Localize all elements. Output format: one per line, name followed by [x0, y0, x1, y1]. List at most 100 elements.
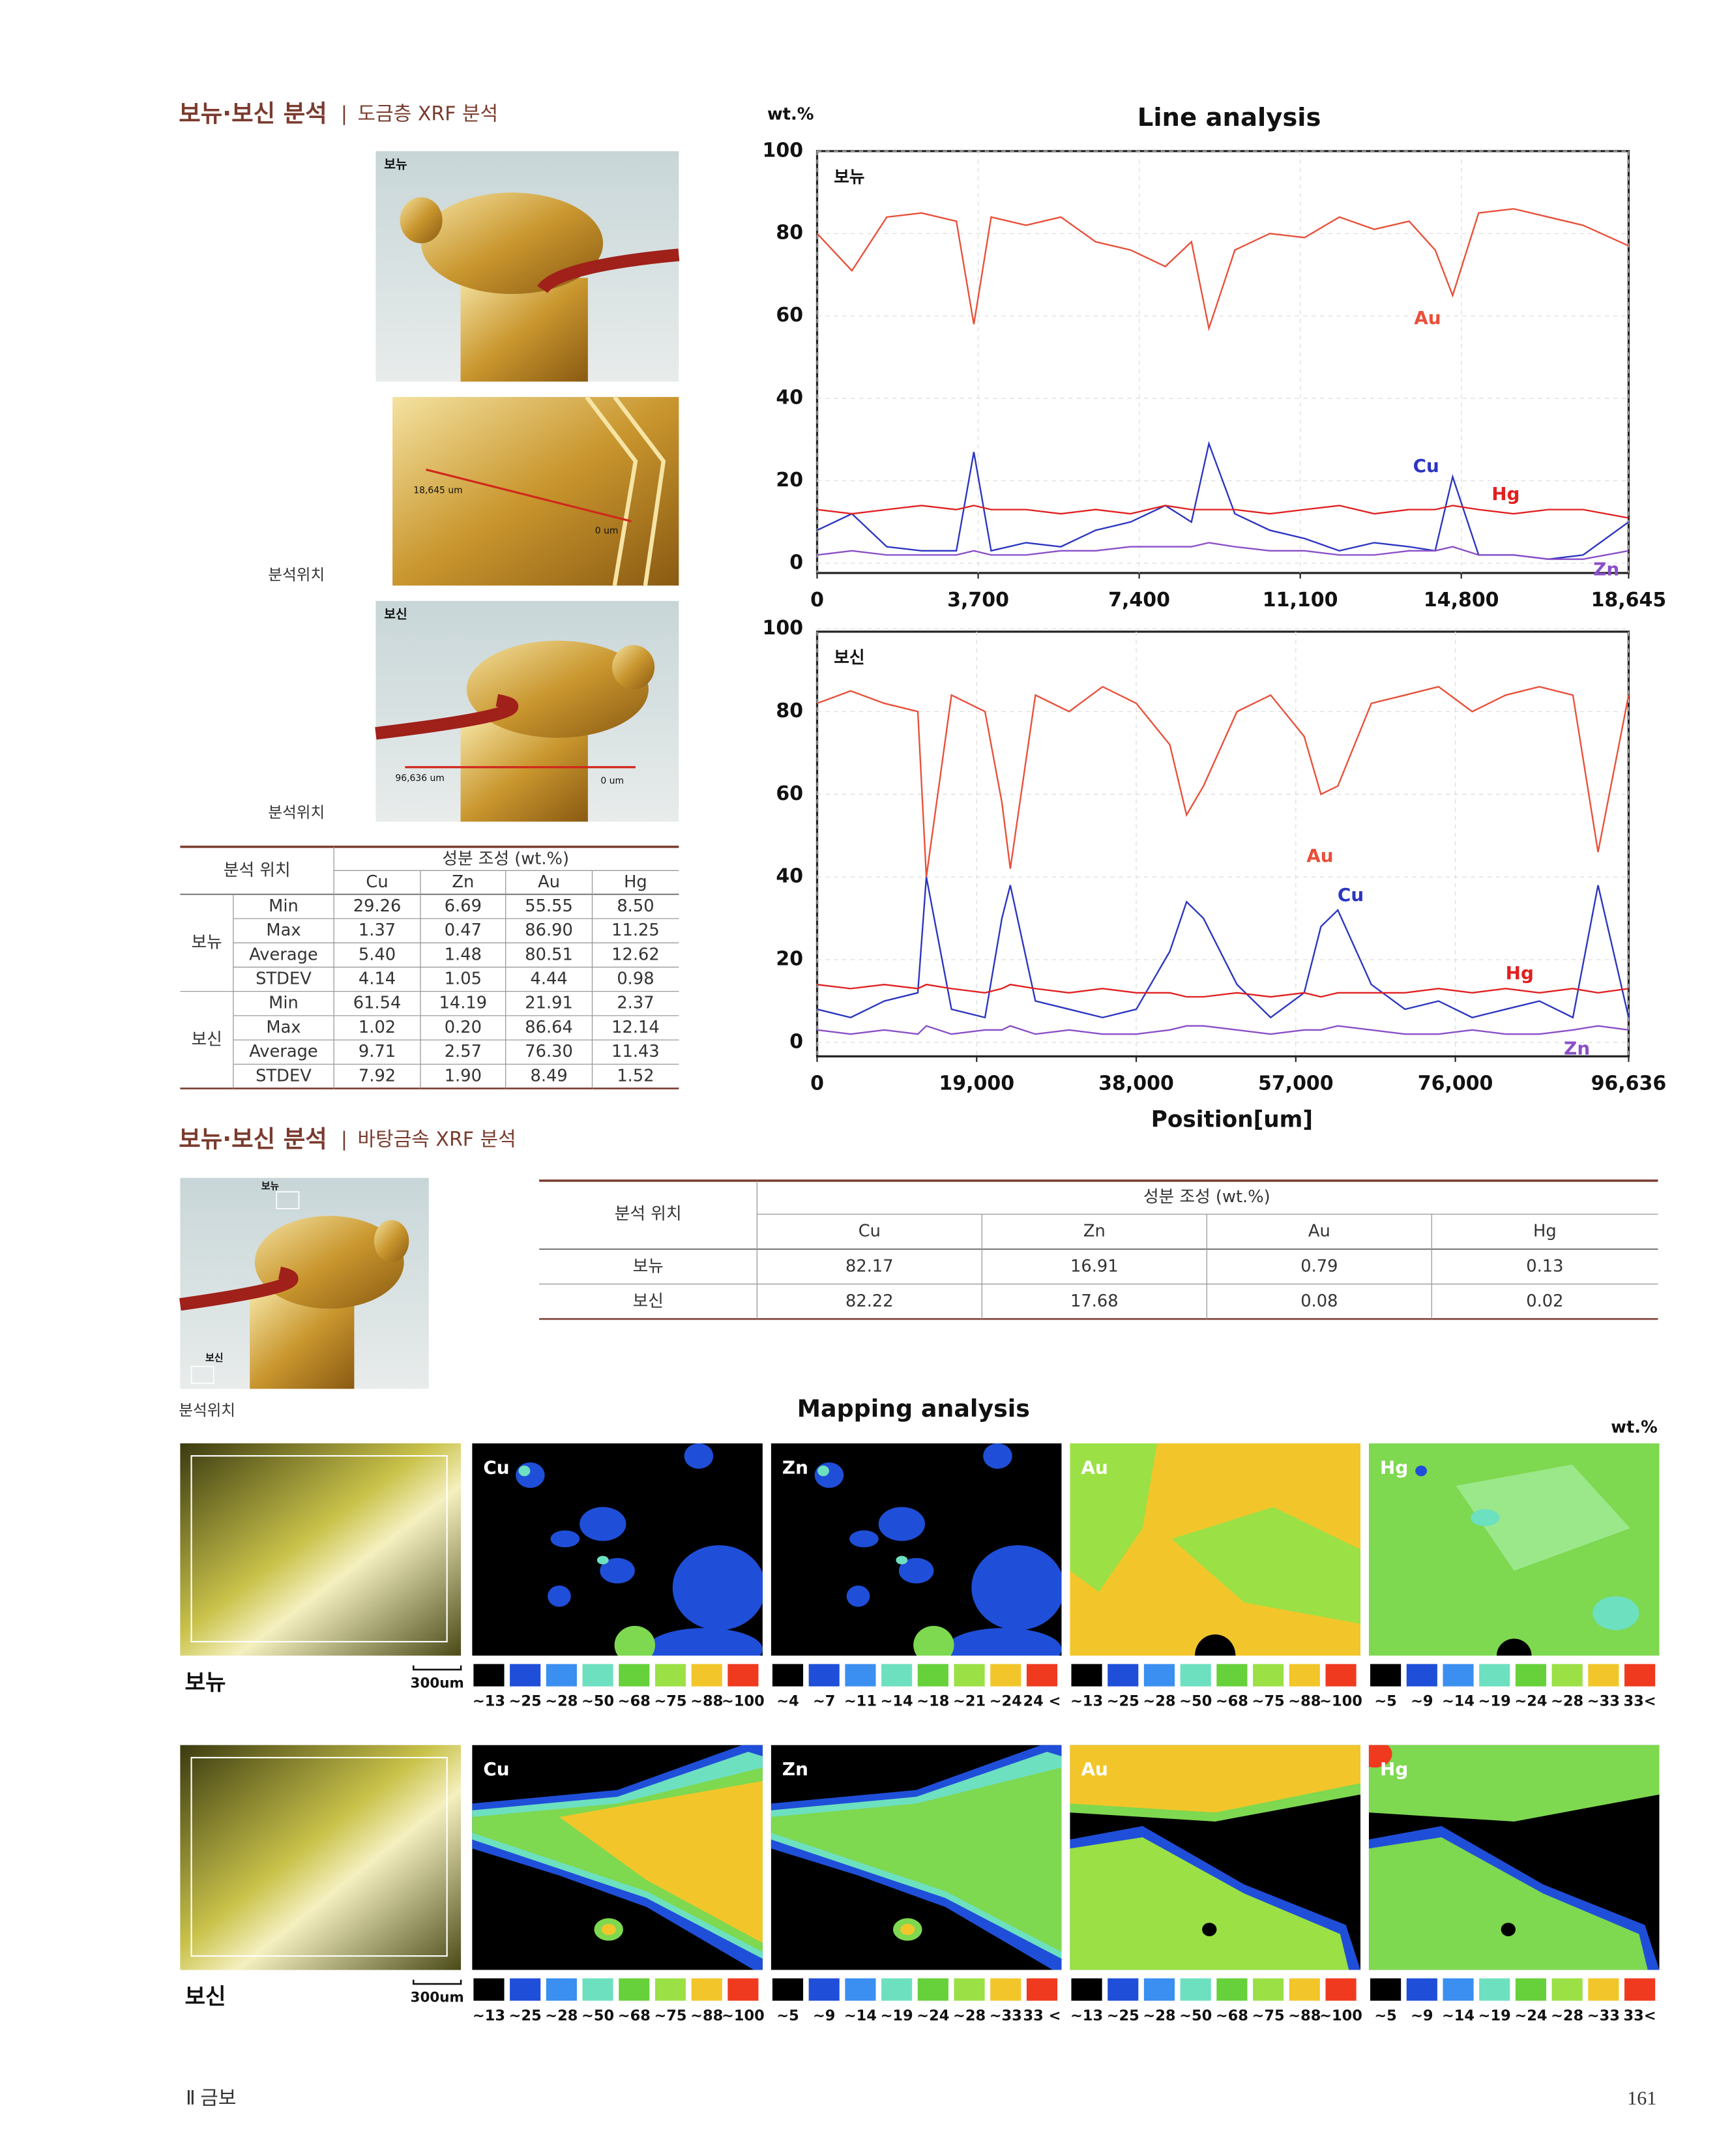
legend-swatch	[990, 1978, 1021, 2001]
table-row-label: 보뉴	[633, 1256, 664, 1276]
table-stat: Average	[249, 1042, 318, 1061]
legend-swatch	[1216, 1978, 1248, 2001]
legend-swatch	[881, 1664, 913, 1687]
photo-cord	[375, 694, 518, 740]
section-title: 보뉴·보신 분석	[179, 1125, 327, 1153]
series-label: Au	[1306, 845, 1333, 866]
legend-swatch	[808, 1978, 840, 2001]
map-blob	[878, 1507, 926, 1541]
data-line	[817, 685, 1630, 878]
legend-swatch	[1289, 1664, 1320, 1687]
map-element-label: Cu	[483, 1456, 509, 1478]
x-tick-label: 18,645	[1591, 589, 1667, 612]
legend-swatch	[619, 1978, 650, 2001]
map-blob	[1501, 1923, 1516, 1936]
legend-swatch	[1551, 1664, 1583, 1687]
map-blob	[971, 1545, 1062, 1631]
table-cell: 4.14	[359, 969, 396, 989]
legend-label: ~68	[618, 1693, 651, 1710]
y-tick-label: 80	[776, 222, 803, 244]
map-element-label: Au	[1081, 1758, 1108, 1780]
table-header: 성분 조성 (wt.%)	[1143, 1187, 1270, 1207]
legend-swatch	[917, 1664, 948, 1687]
legend-label: ~88	[690, 2007, 723, 2024]
legend-swatch	[1443, 1664, 1474, 1687]
table-cell: 76.30	[525, 1042, 573, 1061]
legend-label: ~14	[1442, 1693, 1475, 1710]
legend-swatch	[845, 1664, 876, 1687]
mapping-row-label: 보신	[184, 1984, 226, 2010]
map-image	[1368, 1745, 1660, 1970]
table-stat: STDEV	[256, 969, 312, 989]
table-column: Hg	[624, 872, 647, 892]
map-blob	[1194, 1634, 1236, 1656]
legend-swatch	[990, 1664, 1021, 1687]
y-tick-label: 0	[789, 551, 803, 574]
x-tick-label: 76,000	[1418, 1072, 1493, 1095]
table-cell: 11.43	[611, 1042, 660, 1061]
legend-label: ~28	[1143, 2007, 1175, 2024]
legend-label: ~33	[990, 2007, 1022, 2024]
plot-area	[815, 150, 1630, 574]
x-tick-label: 96,636	[1591, 1072, 1667, 1095]
legend-label: ~28	[953, 2007, 986, 2024]
table-cell: 9.71	[359, 1042, 396, 1061]
legend-label: ~100	[722, 2007, 765, 2024]
map-blob	[550, 1530, 580, 1548]
legend-label: ~13	[473, 1693, 505, 1710]
photo-caption: 분석위치	[179, 1401, 235, 1419]
section-title: 보뉴·보신 분석	[179, 100, 327, 128]
y-tick-label: 40	[776, 387, 803, 409]
legend-swatch	[654, 1978, 686, 2001]
data-line	[817, 1025, 1629, 1035]
x-tick-label: 57,000	[1258, 1072, 1334, 1095]
x-axis-label: Position[um]	[1151, 1106, 1313, 1132]
photo-caption: 분석위치	[268, 566, 325, 584]
section-subtitle: 바탕금속 XRF 분석	[358, 1128, 516, 1151]
section-divider: |	[341, 1128, 347, 1151]
legend-swatch	[654, 1664, 686, 1687]
scale-bar-label: 300um	[411, 1675, 464, 1691]
table-group: 보뉴	[191, 933, 222, 952]
map-region	[1070, 1745, 1361, 1813]
legend-swatch	[1406, 1664, 1437, 1687]
legend-swatch	[1515, 1978, 1547, 2001]
photo-label: 보뉴	[261, 1180, 280, 1192]
legend-swatch	[1624, 1978, 1656, 2001]
map-blob	[849, 1530, 879, 1548]
legend-swatch	[1180, 1664, 1211, 1687]
legend-swatch	[1479, 1978, 1510, 2001]
table-stat: Average	[249, 945, 318, 964]
y-tick-label: 60	[776, 782, 803, 805]
legend-label: 33<	[1624, 1693, 1656, 1710]
legend-label: ~4	[776, 1693, 799, 1710]
table-cell: 11.25	[611, 921, 660, 940]
series-label: Cu	[1413, 455, 1439, 477]
legend-swatch	[1551, 1978, 1583, 2001]
table-cell: 1.52	[617, 1066, 654, 1085]
legend-swatch	[546, 1664, 577, 1687]
map-blob	[983, 1443, 1012, 1469]
legend-swatch	[582, 1664, 613, 1687]
map-element-label: Hg	[1380, 1456, 1408, 1478]
table-row-label: 보신	[633, 1292, 664, 1311]
legend-label: ~28	[1551, 1693, 1583, 1710]
photo-label: 보신	[384, 607, 407, 622]
plot-area	[815, 630, 1630, 1057]
legend-label: ~88	[690, 1693, 723, 1710]
mapping-title: Mapping analysis	[797, 1395, 1030, 1423]
map-blob	[600, 1558, 635, 1584]
legend-swatch	[1479, 1664, 1510, 1687]
map-blob	[646, 1628, 763, 1656]
legend-label: ~25	[1107, 1693, 1139, 1710]
map-blob	[1496, 1638, 1532, 1656]
legend-swatch	[582, 1978, 613, 2001]
map-blob	[518, 1466, 531, 1477]
table-cell: 0.20	[445, 1018, 482, 1037]
legend-swatch	[473, 1664, 505, 1687]
table-cell: 8.49	[530, 1066, 567, 1085]
table-cell: 17.68	[1070, 1292, 1119, 1311]
legend-label: ~50	[1179, 2007, 1212, 2024]
table-cell: 0.02	[1526, 1292, 1563, 1311]
x-tick-label: 0	[810, 589, 824, 612]
